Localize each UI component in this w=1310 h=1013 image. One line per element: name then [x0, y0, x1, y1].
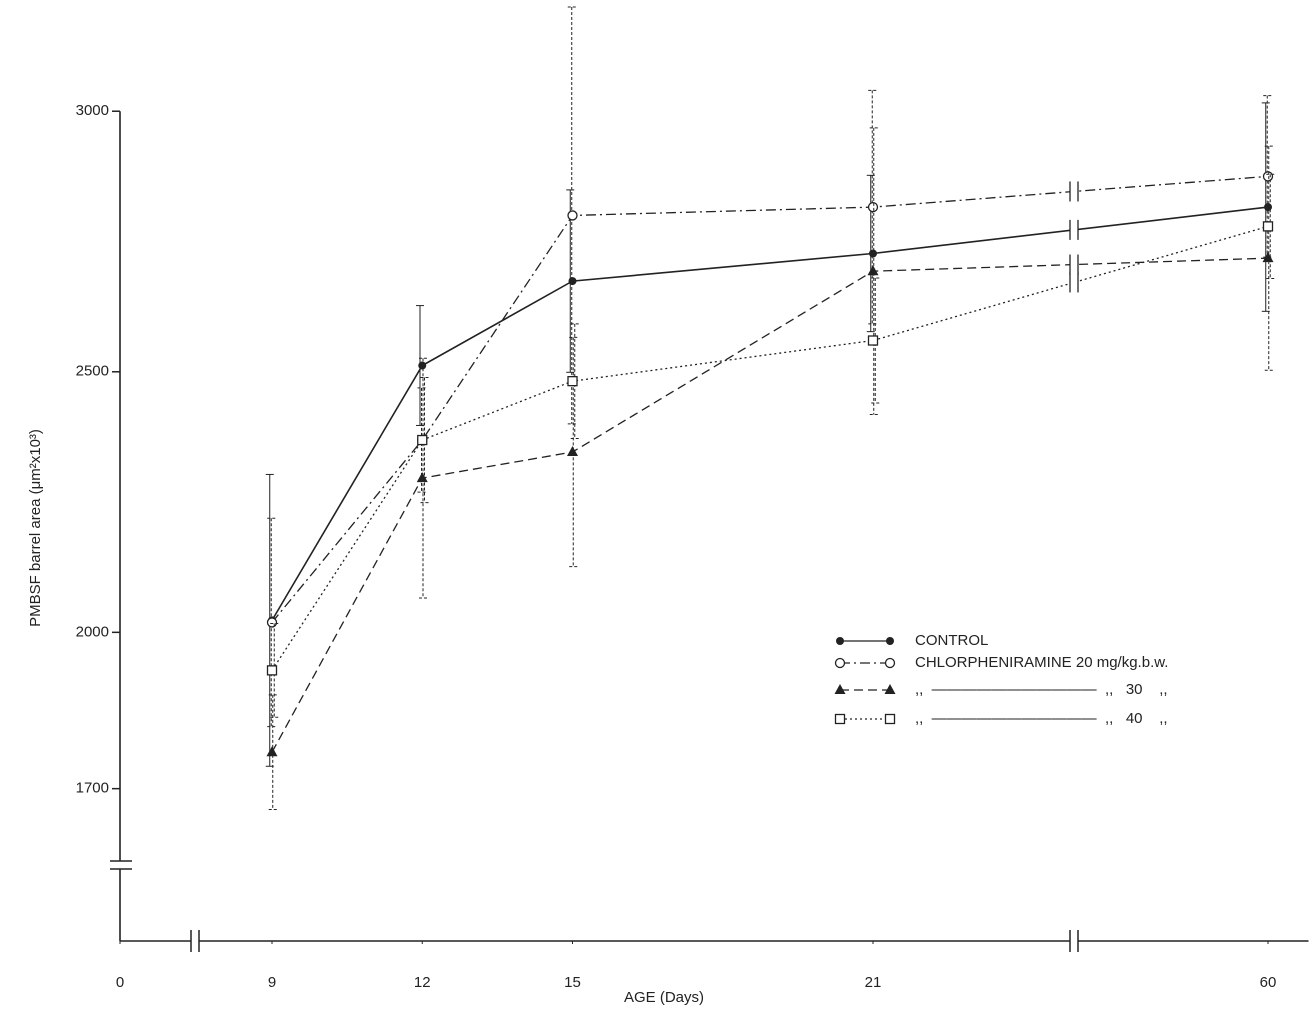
marker	[568, 277, 577, 286]
marker	[834, 657, 846, 669]
legend-label: CHLORPHENIRAMINE 20 mg/kg.b.w.	[915, 654, 1168, 671]
marker	[869, 249, 877, 258]
error-bar	[869, 127, 878, 416]
marker	[1264, 203, 1272, 212]
marker	[867, 335, 879, 346]
line-break	[1070, 219, 1078, 240]
y-tick-label: 1700	[76, 780, 109, 797]
x-tick-label: 15	[564, 974, 581, 991]
marker	[266, 665, 278, 676]
series	[266, 127, 1274, 811]
error-bar	[569, 336, 578, 568]
marker	[567, 376, 578, 387]
marker	[867, 265, 879, 276]
marker	[1262, 171, 1274, 182]
legend-label: ,, ——————————— ,, 40 ,,	[915, 710, 1168, 727]
marker	[417, 434, 428, 446]
marker	[834, 713, 846, 725]
series	[266, 173, 1275, 718]
marker	[884, 657, 896, 669]
marker	[266, 746, 278, 757]
axis-breaks	[110, 860, 1079, 952]
marker	[266, 617, 278, 628]
marker	[418, 361, 427, 370]
legend-label: ,, ——————————— ,, 30 ,,	[915, 681, 1168, 698]
marker	[567, 446, 578, 457]
marker	[884, 684, 896, 694]
marker	[1262, 221, 1274, 232]
marker	[884, 713, 896, 725]
y-tick-label: 2000	[76, 623, 109, 640]
marker	[867, 201, 879, 213]
y-tick-label: 2500	[76, 363, 109, 380]
x-tick-label: 21	[865, 974, 882, 991]
error-bar	[419, 357, 427, 599]
line-break	[1070, 181, 1078, 202]
marker	[834, 684, 846, 694]
line-break	[1070, 254, 1078, 275]
marker	[567, 210, 578, 221]
series	[266, 6, 1274, 728]
marker	[836, 637, 844, 645]
x-axis-label: AGE (Days)	[624, 989, 704, 1006]
series-line	[271, 257, 1269, 753]
x-tick-label: 60	[1260, 974, 1277, 991]
line-break	[1070, 272, 1078, 293]
legend: CONTROL CHLORPHENIRAMINE 20 mg/kg.b.w. ,, …	[834, 632, 1168, 727]
x-tick-label: 0	[116, 974, 124, 991]
x-tick-label: 9	[268, 974, 276, 991]
marker	[886, 637, 894, 645]
y-axis-label: PMBSF barrel area (μm²x10³)	[27, 429, 44, 627]
legend-label: CONTROL	[915, 632, 988, 649]
x-tick-label: 12	[414, 974, 431, 991]
error-bar	[267, 517, 276, 728]
y-tick-label: 3000	[76, 102, 109, 119]
